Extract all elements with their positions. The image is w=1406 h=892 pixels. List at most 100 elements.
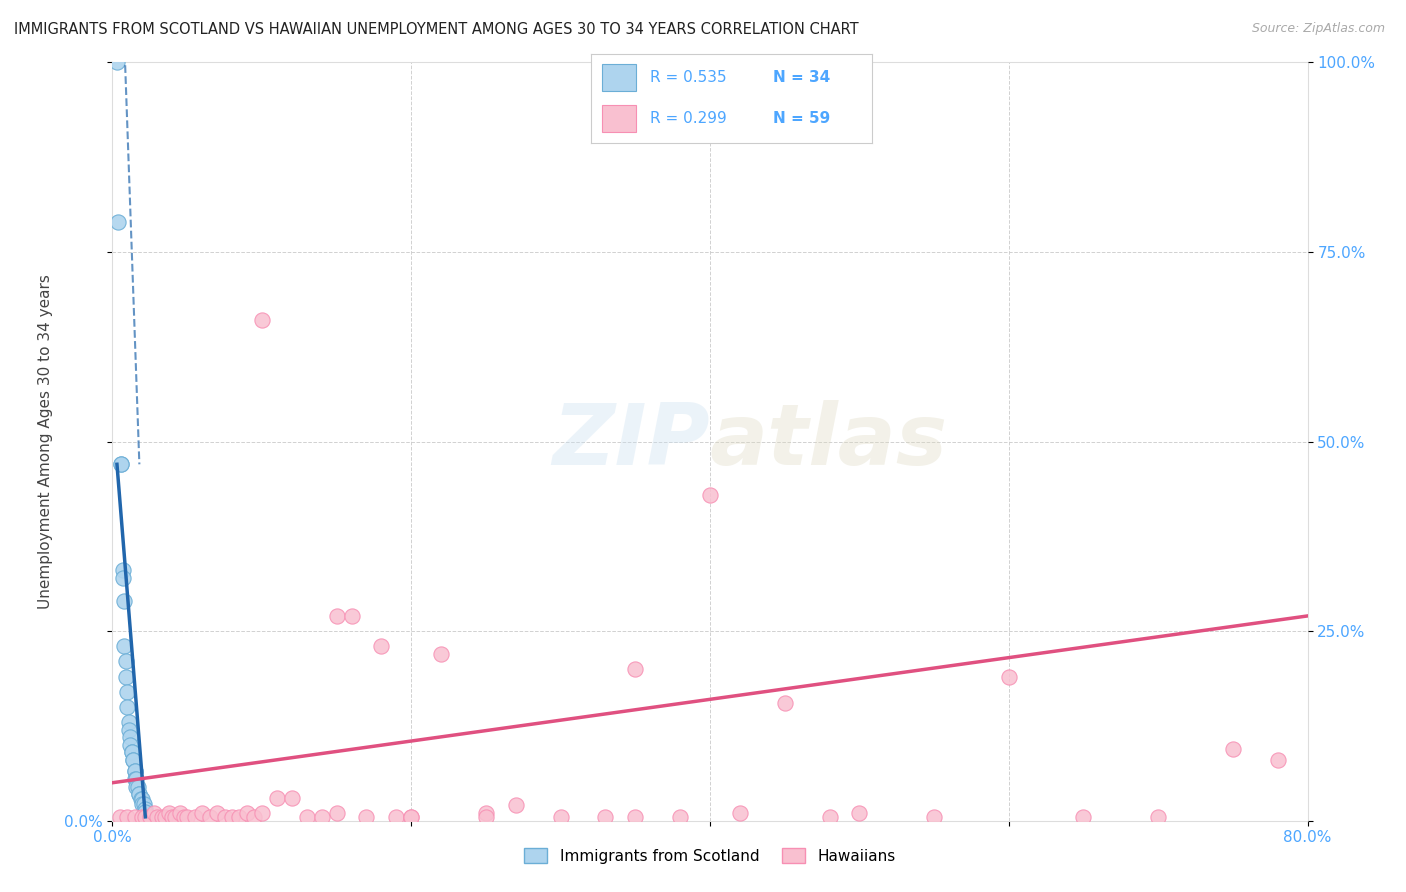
Point (998, 669, 1021, 683)
Point (295, 810, 318, 824)
Point (475, 806, 498, 821)
Point (131, 792, 153, 806)
Point (281, 791, 304, 805)
Point (110, 458, 132, 472)
Point (124, 764, 146, 779)
Point (139, 810, 162, 824)
Point (401, 810, 423, 824)
Point (773, 696, 796, 710)
Point (117, 699, 139, 714)
Point (118, 723, 141, 737)
Point (107, 214, 129, 228)
Point (401, 810, 423, 824)
Text: IMMIGRANTS FROM SCOTLAND VS HAWAIIAN UNEMPLOYMENT AMONG AGES 30 TO 34 YEARS CORR: IMMIGRANTS FROM SCOTLAND VS HAWAIIAN UNE… (14, 22, 859, 37)
Point (131, 810, 153, 824)
Point (370, 639, 392, 653)
Point (124, 772, 146, 786)
Point (183, 810, 205, 824)
Point (818, 810, 841, 824)
Point (114, 594, 135, 608)
Point (162, 810, 183, 824)
Point (169, 806, 191, 821)
Point (124, 764, 146, 779)
Point (475, 810, 498, 824)
Point (922, 810, 945, 824)
Point (325, 806, 347, 821)
FancyBboxPatch shape (602, 64, 636, 91)
Point (129, 792, 152, 806)
Point (124, 810, 146, 824)
Text: N = 59: N = 59 (773, 112, 831, 126)
Point (122, 753, 145, 767)
Point (1073, 810, 1095, 824)
Point (134, 802, 156, 816)
Point (699, 487, 721, 501)
FancyBboxPatch shape (602, 105, 636, 132)
Point (191, 806, 214, 821)
Point (176, 810, 198, 824)
Point (385, 810, 408, 824)
Legend: Immigrants from Scotland, Hawaiians: Immigrants from Scotland, Hawaiians (519, 842, 901, 870)
Text: atlas: atlas (710, 400, 948, 483)
Y-axis label: Unemployment Among Ages 30 to 34 years: Unemployment Among Ages 30 to 34 years (38, 274, 53, 609)
Point (1267, 753, 1289, 767)
Point (198, 810, 221, 824)
Point (134, 810, 156, 824)
Point (128, 787, 150, 801)
Point (243, 810, 266, 824)
Point (117, 685, 139, 699)
Point (340, 608, 363, 623)
Point (125, 780, 148, 794)
Point (356, 810, 378, 824)
Point (205, 806, 228, 821)
Point (669, 810, 692, 824)
Point (250, 806, 273, 821)
Point (848, 806, 870, 821)
Point (250, 313, 273, 327)
Point (728, 806, 751, 821)
Point (221, 810, 243, 824)
Point (127, 780, 149, 794)
Point (236, 806, 259, 821)
Point (325, 608, 347, 623)
Text: R = 0.535: R = 0.535 (650, 70, 725, 85)
Text: Source: ZipAtlas.com: Source: ZipAtlas.com (1251, 22, 1385, 36)
Point (110, 458, 132, 472)
Point (157, 806, 180, 821)
Text: R = 0.299: R = 0.299 (650, 112, 727, 126)
Point (115, 669, 138, 683)
Point (108, 810, 131, 824)
Point (165, 810, 187, 824)
Point (146, 810, 169, 824)
Point (125, 772, 148, 786)
Point (117, 810, 139, 824)
Point (143, 806, 166, 821)
Point (105, 55, 128, 70)
Point (115, 655, 138, 669)
Point (134, 805, 156, 819)
Point (505, 798, 527, 813)
Point (228, 810, 250, 824)
Point (114, 639, 135, 653)
Point (121, 746, 143, 760)
Point (595, 810, 617, 824)
Point (1147, 810, 1170, 824)
Point (131, 797, 153, 811)
Text: N = 34: N = 34 (773, 70, 831, 85)
Point (624, 810, 647, 824)
Point (150, 810, 173, 824)
Point (266, 791, 288, 805)
Point (173, 810, 195, 824)
Text: ZIP: ZIP (553, 400, 710, 483)
Point (550, 810, 572, 824)
Point (214, 810, 236, 824)
Point (153, 810, 176, 824)
Point (120, 730, 142, 744)
Point (1222, 741, 1244, 756)
Point (311, 810, 333, 824)
Point (111, 571, 134, 585)
Point (121, 746, 143, 760)
Point (122, 753, 145, 767)
Point (118, 715, 141, 730)
Point (111, 564, 134, 578)
